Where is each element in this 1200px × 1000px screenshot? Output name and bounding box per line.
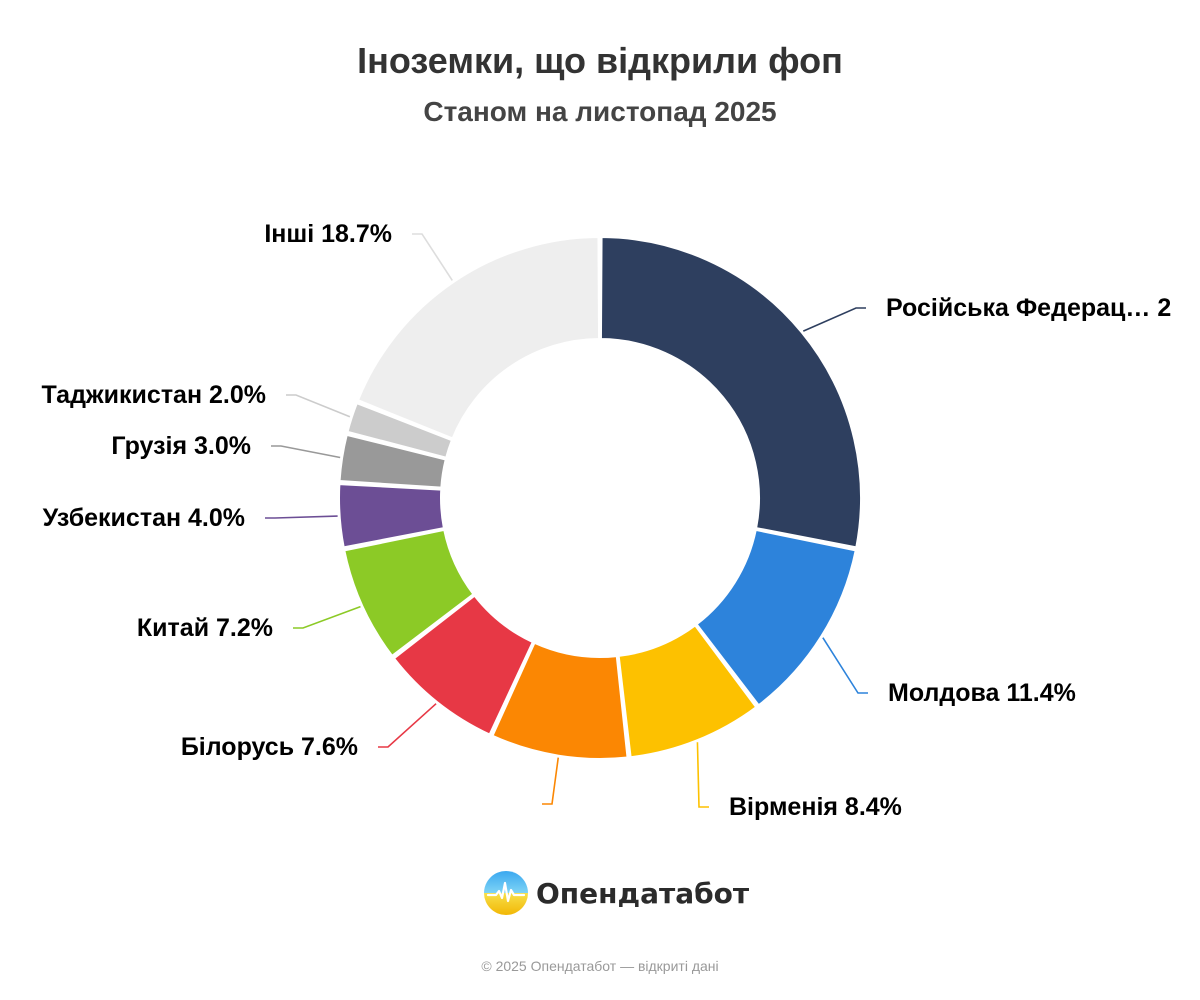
leader-line-slice-3 [542, 757, 560, 805]
leader-line-грузія [271, 445, 341, 459]
pie-slice-китай[interactable] [343, 528, 475, 657]
leader-line-вірменія [696, 742, 709, 808]
data-label-китай: Китай 7.2% [137, 614, 273, 642]
pie-slice-білорусь[interactable] [393, 594, 534, 736]
data-label-грузія: Грузія 3.0% [111, 432, 251, 460]
pie-slice-інші[interactable] [357, 236, 601, 440]
data-label-російська-федерац: Російська Федерац… 2 [886, 294, 1171, 322]
pie-slice-таджикистан[interactable] [346, 402, 453, 459]
data-label-білорусь: Білорусь 7.6% [181, 733, 358, 761]
leader-line-молдова [822, 637, 868, 694]
leader-line-китай [293, 605, 361, 629]
brand-name: Опендатабот [536, 876, 750, 910]
leader-line-білорусь [378, 703, 437, 748]
data-label-таджикистан: Таджикистан 2.0% [42, 381, 266, 409]
pie-slice-молдова[interactable] [695, 528, 857, 707]
copyright: © 2025 Опендатабот — відкриті дані [481, 958, 719, 974]
data-label-молдова: Молдова 11.4% [888, 679, 1076, 707]
brand: Опендатабот [484, 870, 749, 916]
opendatabot-logo-icon [484, 871, 528, 915]
pie-slice-slice-3[interactable] [491, 641, 629, 760]
leader-line-таджикистан [286, 394, 351, 418]
pie-slice-російська-федерац[interactable] [599, 236, 862, 549]
pie-slice-грузія[interactable] [338, 433, 447, 489]
chart-subtitle: Станом на листопад 2025 [423, 96, 777, 127]
pie-slice-узбекистан[interactable] [338, 483, 445, 549]
data-label-узбекистан: Узбекистан 4.0% [43, 504, 245, 532]
chart-title: Іноземки, що відкрили фоп [357, 40, 843, 81]
data-label-інші: Інші 18.7% [264, 220, 392, 248]
leader-line-узбекистан [265, 515, 338, 519]
leader-line-російська-федерац [802, 307, 866, 332]
leader-line-інші [412, 233, 453, 281]
data-label-вірменія: Вірменія 8.4% [729, 793, 902, 821]
pie-slice-вірменія[interactable] [617, 624, 758, 759]
